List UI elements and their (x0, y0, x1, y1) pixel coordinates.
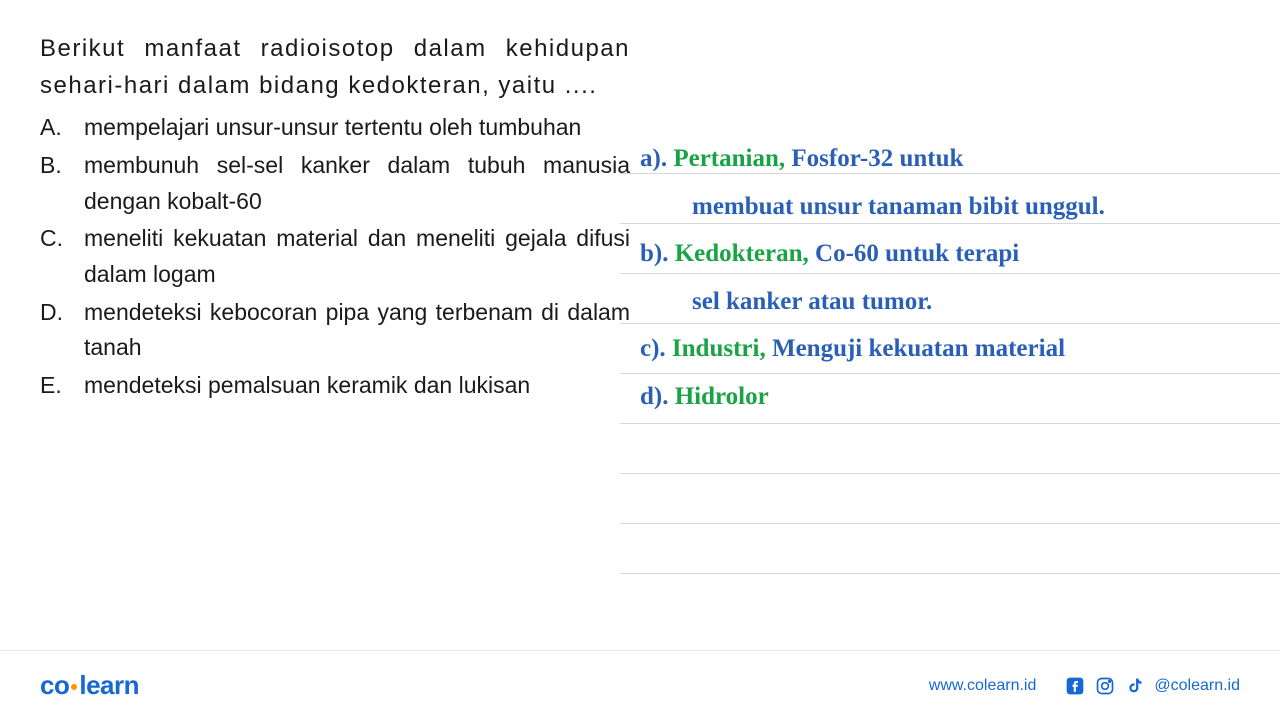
ruled-line (620, 473, 1280, 474)
ruled-line (620, 323, 1280, 324)
ruled-line (620, 173, 1280, 174)
hw-text: sel kanker atau tumor. (692, 288, 932, 315)
footer-right: www.colearn.id @colearn.id (929, 675, 1240, 697)
option-text: meneliti kekuatan material dan meneliti … (84, 221, 630, 292)
hw-letter: b). (640, 240, 668, 267)
logo-right: learn (79, 670, 139, 700)
option-letter: E. (40, 368, 84, 404)
hw-category: Kedokteran, (675, 240, 809, 267)
hw-category: Pertanian, (673, 145, 785, 172)
handwritten-line-c: c). Industri, Menguji kekuatan material (640, 335, 1240, 363)
ruled-line (620, 523, 1280, 524)
handwritten-line-b2: sel kanker atau tumor. (640, 288, 1240, 316)
hw-text: Fosfor-32 untuk (791, 145, 963, 172)
hw-text: Menguji kekuatan material (772, 335, 1065, 362)
option-text: mendeteksi pemalsuan keramik dan lukisan (84, 368, 630, 404)
hw-letter: d). (640, 383, 668, 410)
logo-dot-icon (71, 684, 77, 690)
option-letter: C. (40, 221, 84, 292)
hw-text: Co-60 untuk terapi (815, 240, 1019, 267)
ruled-line (620, 423, 1280, 424)
ruled-line (620, 373, 1280, 374)
logo: colearn (40, 670, 139, 701)
hw-category: Industri, (672, 335, 766, 362)
option-c: C. meneliti kekuatan material dan meneli… (40, 221, 630, 292)
hw-letter: c). (640, 335, 666, 362)
option-letter: D. (40, 295, 84, 366)
instagram-icon (1094, 675, 1116, 697)
handwritten-line-b: b). Kedokteran, Co-60 untuk terapi (640, 240, 1240, 268)
facebook-icon (1064, 675, 1086, 697)
hw-letter: a). (640, 145, 667, 172)
question-panel: Berikut manfaat radioisotop dalam kehidu… (40, 30, 640, 640)
option-letter: A. (40, 110, 84, 146)
options-list: A. mempelajari unsur-unsur tertentu oleh… (40, 110, 630, 403)
option-e: E. mendeteksi pemalsuan keramik dan luki… (40, 368, 630, 404)
option-text: mendeteksi kebocoran pipa yang terbenam … (84, 295, 630, 366)
option-d: D. mendeteksi kebocoran pipa yang terben… (40, 295, 630, 366)
hw-category: Hidrolor (675, 383, 769, 410)
tiktok-icon (1124, 675, 1146, 697)
social-handle: @colearn.id (1154, 677, 1240, 695)
footer: colearn www.colearn.id @colearn.id (0, 650, 1280, 720)
option-text: membunuh sel-sel kanker dalam tubuh manu… (84, 148, 630, 219)
handwritten-line-d: d). Hidrolor (640, 383, 1240, 411)
option-letter: B. (40, 148, 84, 219)
question-stem: Berikut manfaat radioisotop dalam kehidu… (40, 30, 630, 104)
social-icons: @colearn.id (1064, 675, 1240, 697)
ruled-line (620, 223, 1280, 224)
ruled-line (620, 273, 1280, 274)
handwritten-panel: a). Pertanian, Fosfor-32 untuk membuat u… (640, 30, 1240, 640)
option-text: mempelajari unsur-unsur tertentu oleh tu… (84, 110, 630, 146)
hw-text: membuat unsur tanaman bibit unggul. (692, 193, 1105, 220)
option-b: B. membunuh sel-sel kanker dalam tubuh m… (40, 148, 630, 219)
logo-left: co (40, 670, 69, 700)
handwritten-line-a: a). Pertanian, Fosfor-32 untuk (640, 145, 1240, 173)
website-url: www.colearn.id (929, 677, 1037, 695)
handwritten-line-a2: membuat unsur tanaman bibit unggul. (640, 193, 1240, 221)
ruled-line (620, 573, 1280, 574)
option-a: A. mempelajari unsur-unsur tertentu oleh… (40, 110, 630, 146)
